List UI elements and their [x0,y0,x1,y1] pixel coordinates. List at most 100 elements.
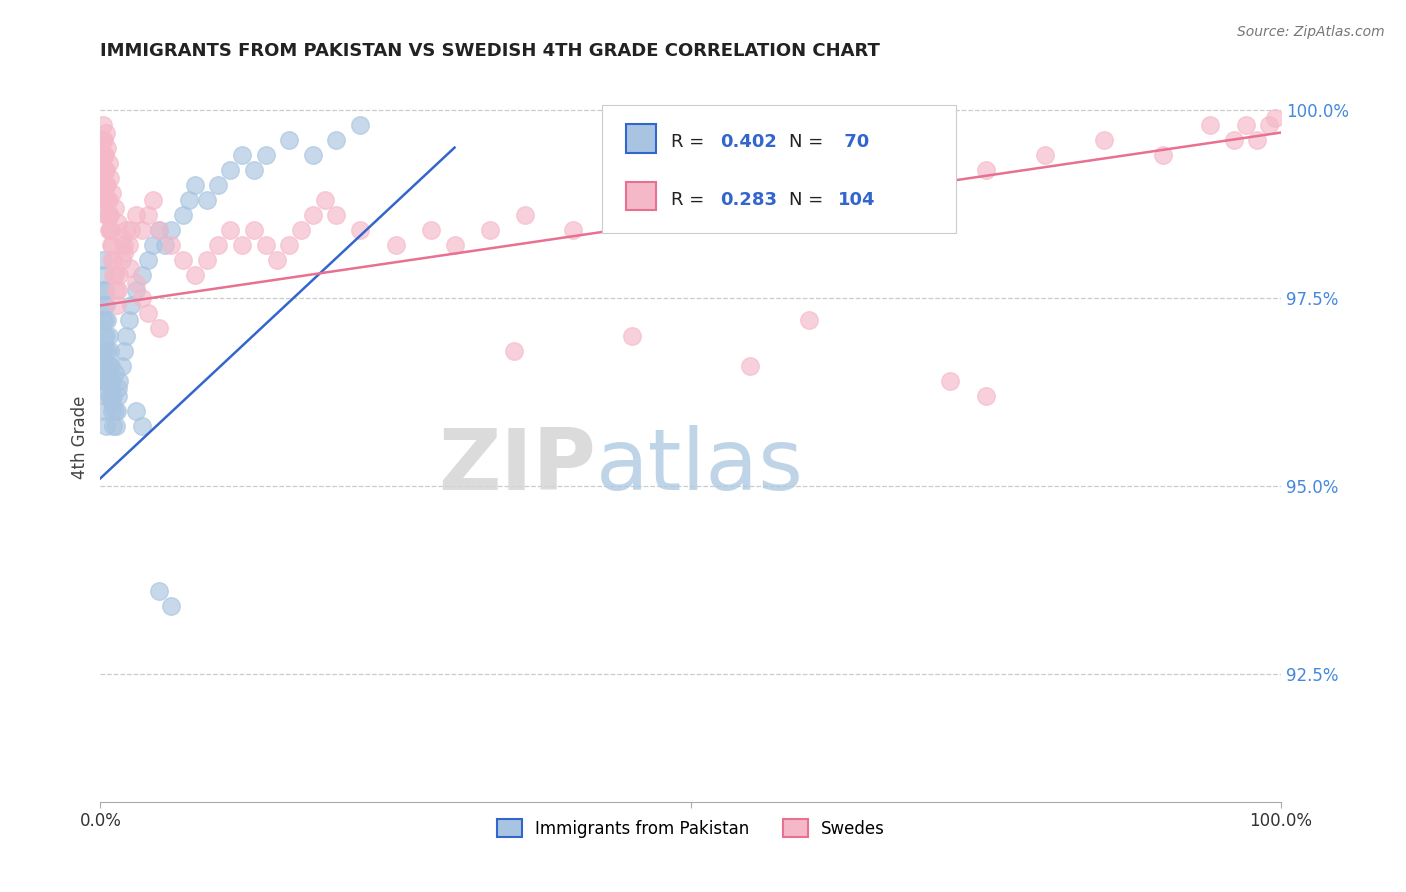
Point [797,178,820,193]
Point [120,298,142,312]
Point [97,223,120,237]
Point [1222,133,1244,147]
Point [103,253,125,268]
Point [98,170,121,185]
Point [96,343,118,358]
Point [974,163,997,178]
Point [243,163,266,178]
Point [107,389,129,403]
Point [115,223,138,237]
Point [254,148,277,162]
Point [108,268,131,283]
Point [751,193,773,207]
Point [103,366,125,380]
FancyBboxPatch shape [626,182,657,211]
Point [98,208,121,222]
Point [97,328,120,343]
Point [94,313,117,327]
Point [108,374,131,388]
Point [94,343,117,358]
Point [302,208,325,222]
Point [96,163,118,178]
Point [160,238,183,252]
Point [91,163,114,178]
Point [93,268,115,283]
Point [160,599,183,614]
Point [101,253,124,268]
Point [231,238,253,252]
Point [101,374,124,388]
Text: ZIP: ZIP [439,425,596,508]
Text: N =: N = [789,191,823,209]
Point [172,208,194,222]
Point [302,148,325,162]
Point [96,178,118,193]
Point [107,381,129,395]
Point [96,193,118,207]
Point [1092,133,1115,147]
Point [797,313,820,327]
Point [118,313,141,327]
Point [561,223,583,237]
Point [93,298,115,312]
Text: 0.283: 0.283 [720,191,778,209]
Point [93,178,115,193]
Text: R =: R = [671,191,710,209]
Point [110,359,132,373]
Point [100,238,122,252]
Point [131,291,153,305]
Point [96,208,118,222]
Text: N =: N = [789,133,823,151]
Point [100,389,122,403]
Point [195,253,218,268]
Point [349,118,371,132]
Point [703,178,725,193]
Point [125,403,148,417]
Point [91,374,114,388]
Y-axis label: 4th Grade: 4th Grade [72,395,89,479]
Point [93,133,115,147]
Point [91,284,114,298]
Point [91,133,114,147]
Point [101,238,124,252]
Point [254,238,277,252]
Point [125,276,148,290]
Point [478,223,501,237]
Point [856,193,879,207]
Point [112,343,135,358]
Point [96,374,118,388]
Point [96,418,118,433]
Point [96,208,118,222]
Point [184,178,207,193]
FancyBboxPatch shape [626,124,657,153]
Point [915,178,938,193]
Point [125,208,148,222]
Point [115,328,138,343]
Point [384,238,406,252]
Point [101,396,124,410]
Point [148,584,170,599]
Point [142,238,165,252]
Point [103,403,125,417]
Point [1152,148,1174,162]
Point [105,403,128,417]
Point [103,201,125,215]
Text: 70: 70 [838,133,869,151]
Point [655,193,678,207]
Point [93,148,115,162]
Point [96,140,118,154]
Point [419,223,441,237]
Point [97,359,120,373]
Point [219,223,242,237]
Point [118,238,141,252]
Point [195,193,218,207]
Point [136,253,159,268]
Point [172,253,194,268]
Point [609,208,631,222]
Point [94,178,117,193]
Point [349,223,371,237]
Text: 0.402: 0.402 [720,133,778,151]
Point [120,223,142,237]
Point [94,148,117,162]
Point [131,418,153,433]
